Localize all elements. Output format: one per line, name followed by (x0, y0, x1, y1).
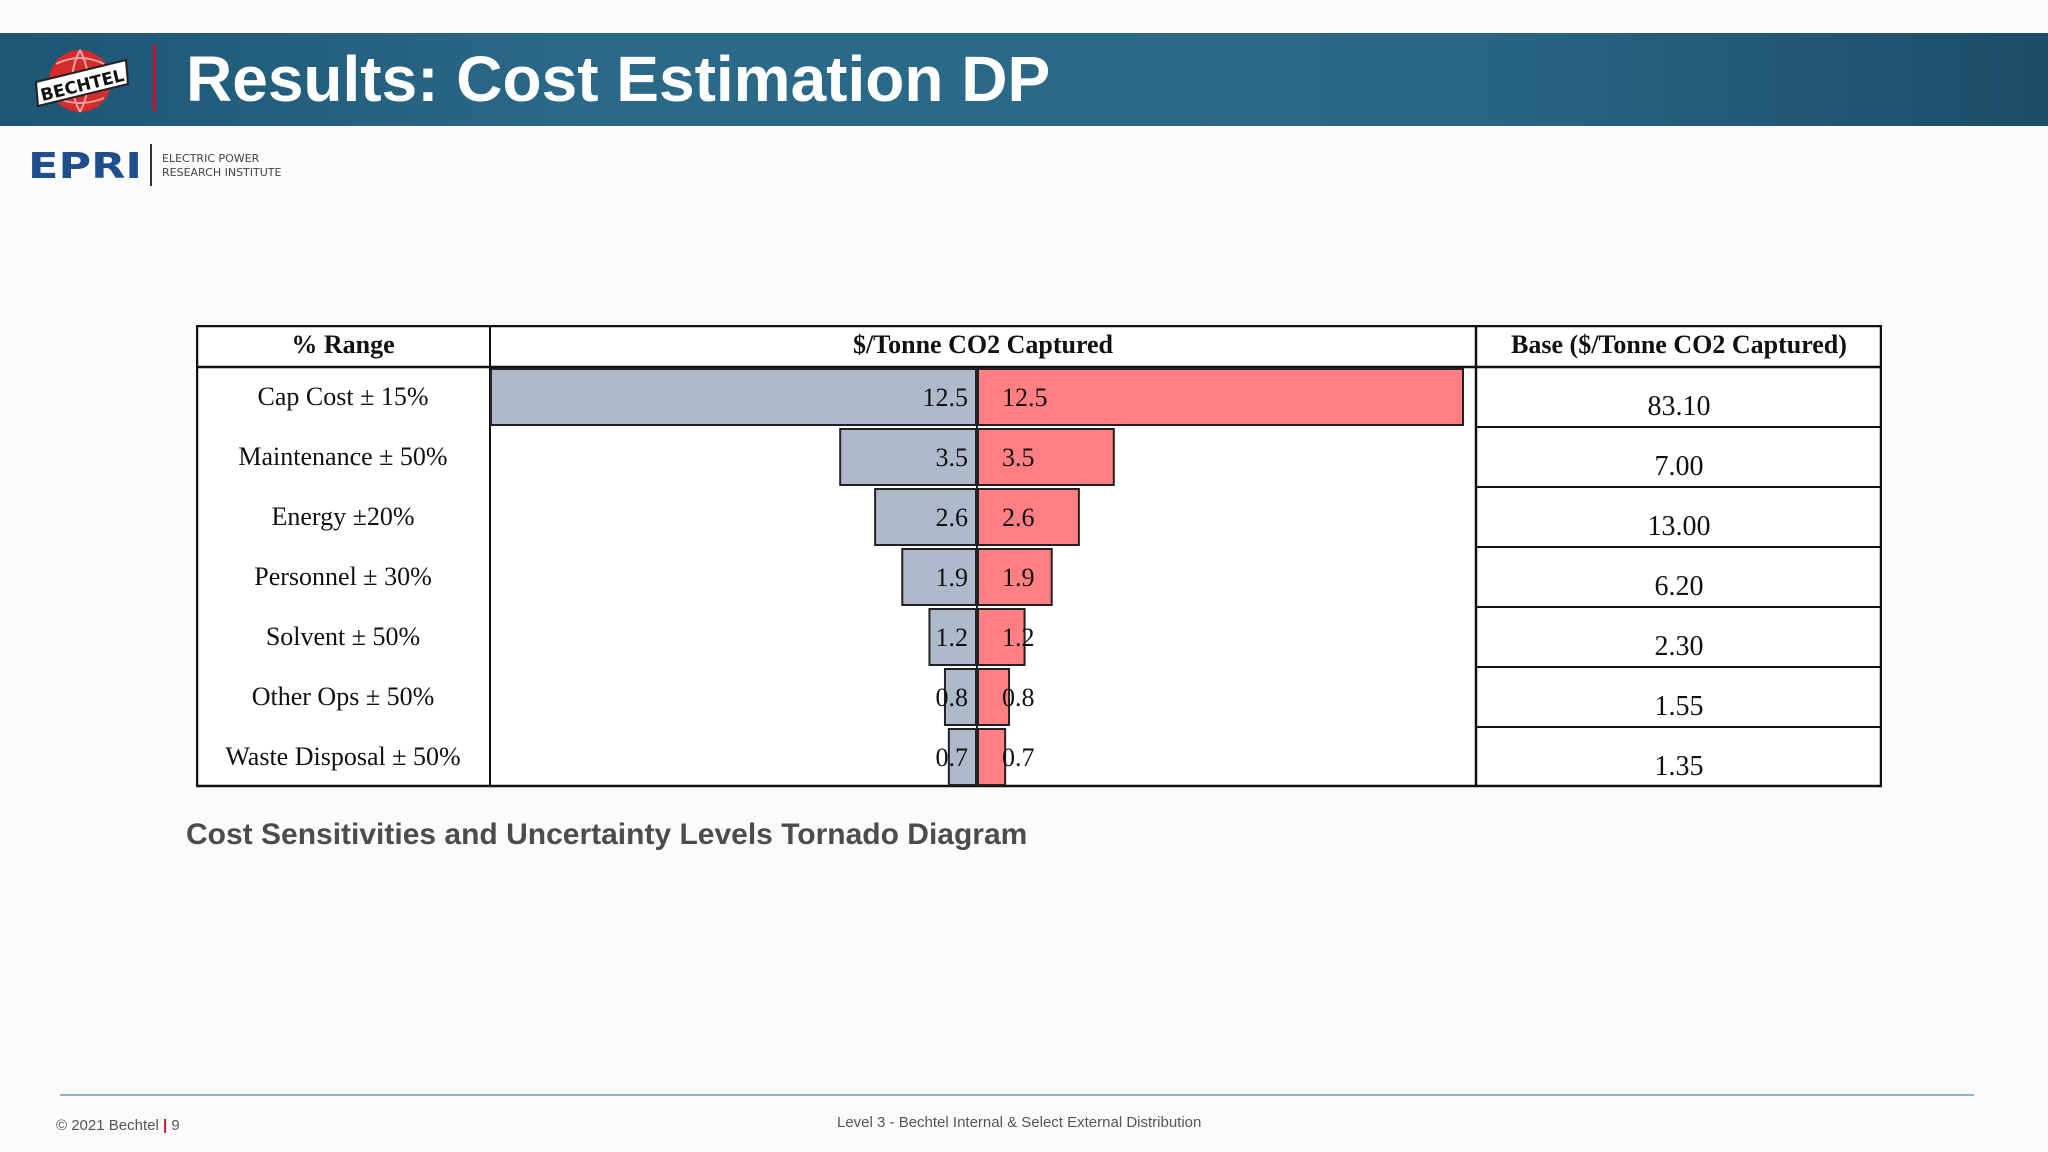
category-label: Cap Cost ± 15% (258, 382, 429, 411)
footer-classification: Level 3 - Bechtel Internal & Select Exte… (837, 1114, 1202, 1131)
title-bar: BECHTEL Results: Cost Estimation DP (0, 33, 2048, 126)
header-divider (153, 45, 156, 111)
figure-caption: Cost Sensitivities and Uncertainty Level… (186, 818, 1028, 851)
epri-line2: RESEARCH INSTITUTE (162, 166, 282, 179)
tornado-table-chart: % Range $/Tonne CO2 Captured Base ($/Tonne… (196, 325, 1882, 788)
column-header: Base ($/Tonne CO2 Captured) (1511, 330, 1847, 359)
bar-low (490, 368, 977, 426)
footer-copyright: © 2021 Bechtel | 9 (56, 1117, 180, 1134)
column-header: % Range (291, 330, 394, 359)
copyright-text: © 2021 Bechtel (56, 1117, 159, 1134)
column-header: $/Tonne CO2 Captured (853, 330, 1114, 359)
category-label: Personnel ± 30% (254, 562, 431, 591)
category-label: Energy ±20% (271, 502, 414, 531)
epri-line1: ELECTRIC POWER (162, 152, 260, 165)
footer-rule (60, 1094, 1974, 1096)
base-value: 6.20 (1655, 571, 1704, 602)
category-label: Other Ops ± 50% (252, 682, 435, 711)
bar-low (947, 728, 978, 786)
bar-high (977, 728, 1007, 786)
bechtel-logo: BECHTEL (34, 49, 130, 113)
bar-low-label: 1.9 (936, 563, 969, 592)
epri-logo: EPRI ELECTRIC POWER RESEARCH INSTITUTE (28, 144, 282, 187)
bar-low (943, 668, 978, 726)
footer-separator: | (162, 1117, 168, 1134)
bar-high-label: 1.9 (1002, 563, 1035, 592)
bar-high (977, 608, 1026, 666)
bar-low-label: 1.2 (936, 623, 969, 652)
bar-low-label: 0.8 (936, 683, 969, 712)
tornado-bars (490, 367, 1464, 787)
epri-divider (150, 144, 152, 186)
base-value: 2.30 (1655, 631, 1704, 662)
bar-low-label: 12.5 (923, 383, 969, 412)
bar-high (977, 368, 1464, 426)
bar-high-label: 2.6 (1002, 503, 1035, 532)
bar-high-label: 3.5 (1002, 443, 1035, 472)
table-labels: % Range $/Tonne CO2 Captured Base ($/Tonne… (225, 330, 1847, 782)
bar-high (977, 548, 1053, 606)
base-value: 83.10 (1648, 391, 1711, 422)
bar-high (977, 668, 1011, 726)
category-label: Solvent ± 50% (266, 622, 420, 651)
base-value: 1.35 (1655, 751, 1704, 782)
bar-high-label: 1.2 (1002, 623, 1035, 652)
bar-high (977, 428, 1115, 486)
bar-high-label: 12.5 (1002, 383, 1048, 412)
bar-low-label: 2.6 (936, 503, 969, 532)
bar-low-label: 0.7 (936, 743, 969, 772)
bar-high-label: 0.8 (1002, 683, 1035, 712)
slide-title: Results: Cost Estimation DP (186, 43, 1051, 115)
base-value: 7.00 (1655, 451, 1704, 482)
epri-wordmark: EPRI (28, 146, 142, 187)
page-number: 9 (171, 1117, 180, 1134)
bar-high-label: 0.7 (1002, 743, 1035, 772)
category-label: Waste Disposal ± 50% (225, 742, 460, 771)
category-label: Maintenance ± 50% (238, 442, 447, 471)
bar-low (839, 428, 978, 486)
base-value: 13.00 (1648, 511, 1711, 542)
base-value: 1.55 (1655, 691, 1704, 722)
table-border (196, 325, 1882, 788)
bar-low-label: 3.5 (936, 443, 969, 472)
